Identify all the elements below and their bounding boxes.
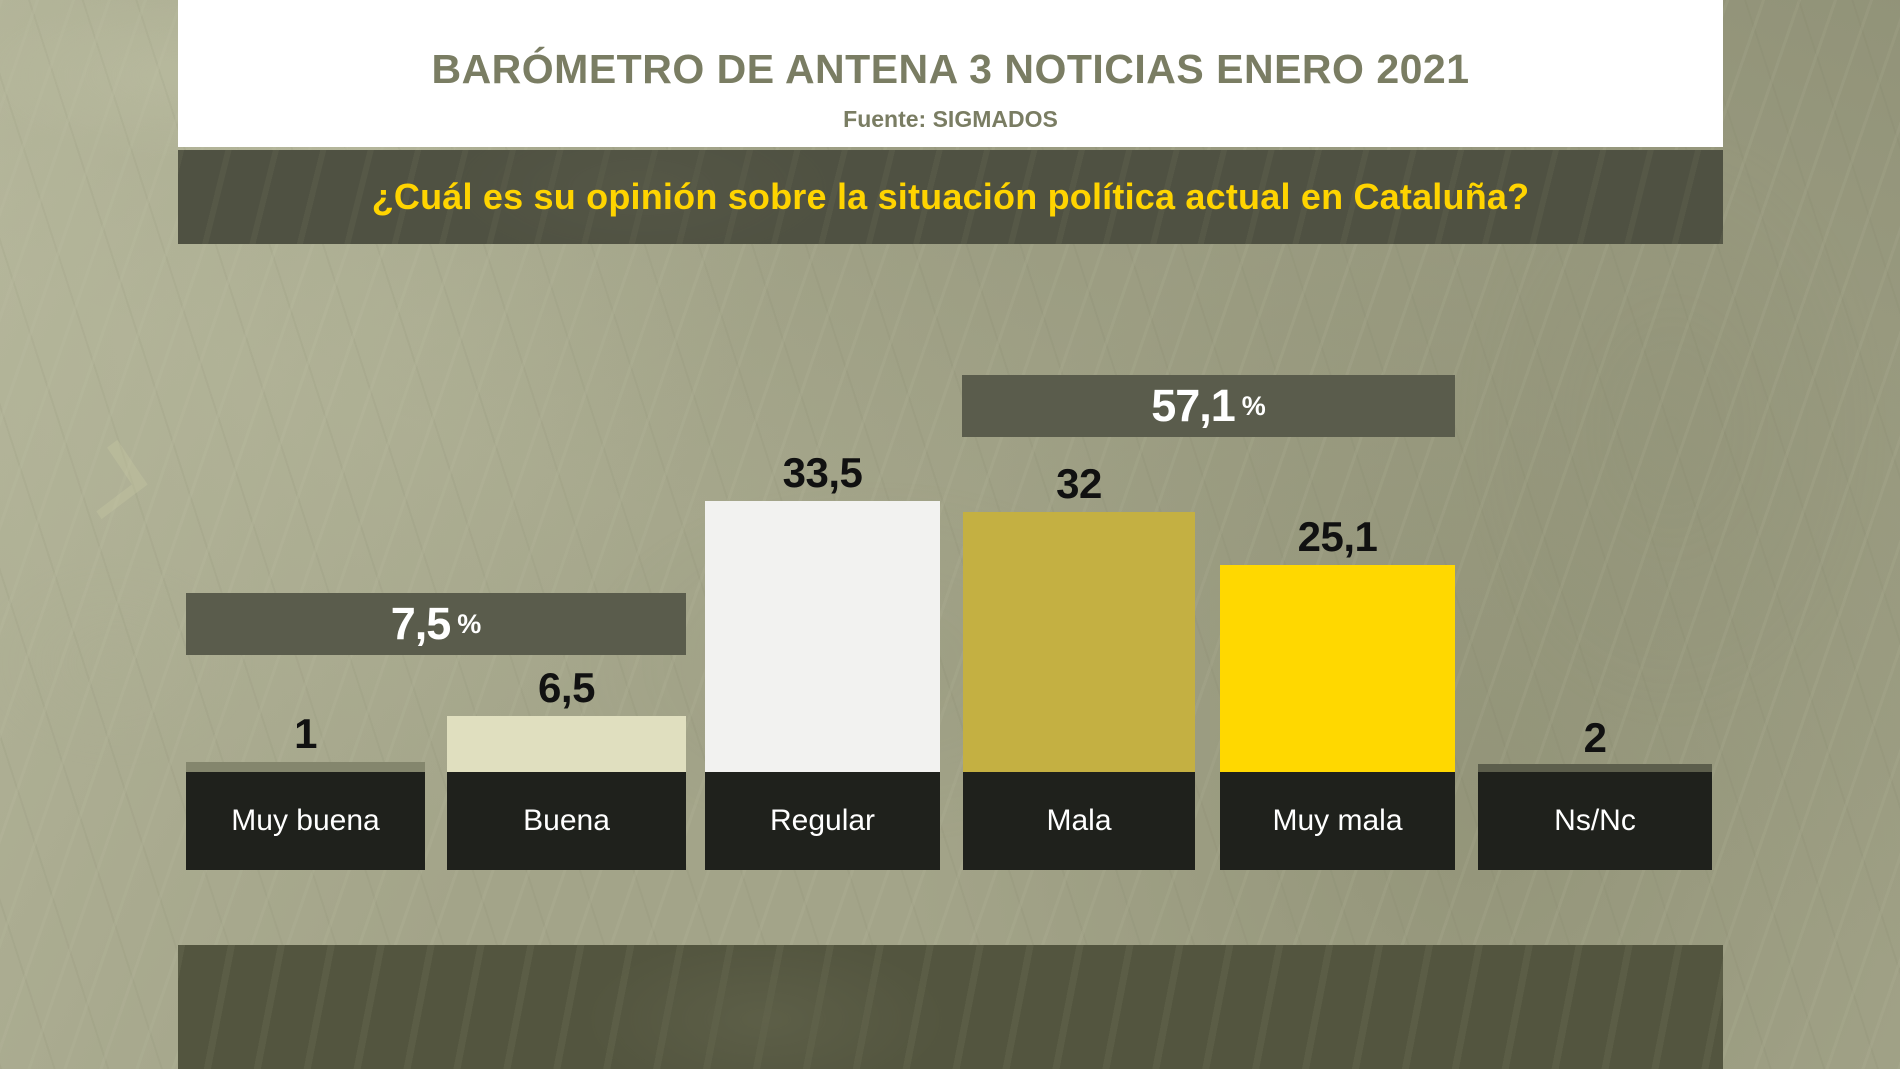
header-card: BARÓMETRO DE ANTENA 3 NOTICIAS ENERO 202… xyxy=(178,0,1723,147)
positive-summary-unit: % xyxy=(457,608,482,639)
question-bar-texture xyxy=(178,150,1723,244)
bar-value-nsnc: 2 xyxy=(1583,714,1607,761)
positive-summary-value: 7,5 xyxy=(390,598,452,649)
bar-value-regular: 33,5 xyxy=(782,449,863,496)
negative-summary-value: 57,1 xyxy=(1151,380,1236,431)
lower-third-plate xyxy=(178,945,1723,1069)
source-label: Fuente: SIGMADOS xyxy=(843,106,1058,132)
bar-buena xyxy=(447,716,686,772)
page-title: BARÓMETRO DE ANTENA 3 NOTICIAS ENERO 202… xyxy=(431,46,1470,92)
bar-muy-buena xyxy=(186,762,425,772)
bar-value-mala: 32 xyxy=(1056,460,1102,507)
bar-value-muy-mala: 25,1 xyxy=(1297,513,1378,560)
category-label-muy-buena: Muy buena xyxy=(186,772,425,870)
category-label-mala: Mala xyxy=(963,772,1195,870)
bar-value-muy-buena: 1 xyxy=(294,710,317,757)
category-label-muy-mala: Muy mala xyxy=(1220,772,1455,870)
positive-summary-box: 7,5 % xyxy=(186,593,686,655)
bar-value-buena: 6,5 xyxy=(538,664,595,711)
negative-summary-unit: % xyxy=(1241,390,1266,421)
negative-summary-box: 57,1 % xyxy=(962,375,1455,437)
category-label-regular: Regular xyxy=(705,772,940,870)
bar-muy-mala xyxy=(1220,565,1455,772)
category-label-nsnc: Ns/Nc xyxy=(1478,772,1712,870)
bar-mala xyxy=(963,512,1195,772)
bar-regular xyxy=(705,501,940,772)
question-bar: ¿Cuál es su opinión sobre la situación p… xyxy=(178,150,1723,244)
question-text: ¿Cuál es su opinión sobre la situación p… xyxy=(371,176,1530,217)
bar-nsnc xyxy=(1478,764,1712,772)
lower-third-texture xyxy=(178,945,1723,1069)
category-label-buena: Buena xyxy=(447,772,686,870)
